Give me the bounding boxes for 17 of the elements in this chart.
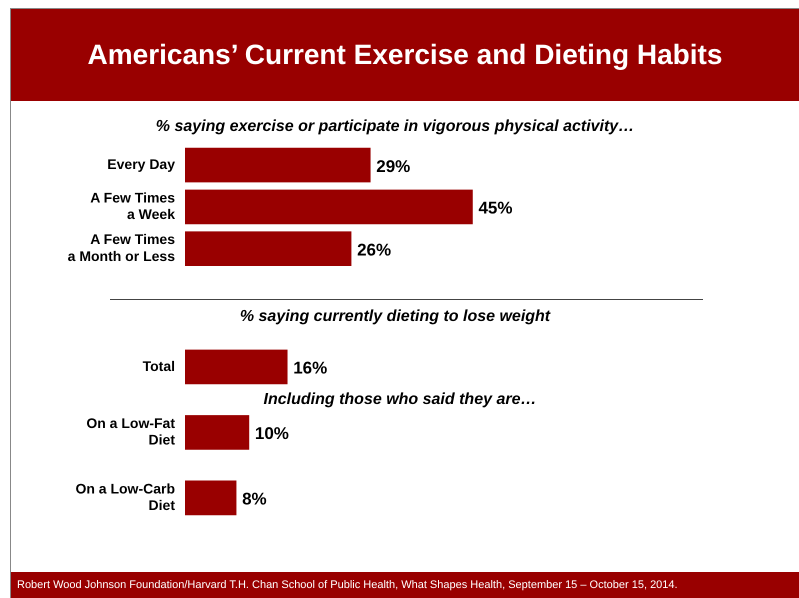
- y-tick-label: Total: [142, 358, 175, 374]
- text: % saying currently dieting to lose weight: [240, 308, 551, 326]
- data-label: 29%: [376, 156, 410, 176]
- annotation: Including those who said they are…: [264, 391, 536, 408]
- y-tick-label: A Few Times a Month or Less: [68, 231, 176, 264]
- data-label: 16%: [293, 358, 328, 378]
- data-label: 26%: [357, 240, 392, 260]
- y-tick-label: Every Day: [107, 156, 176, 172]
- data-label: 8%: [242, 490, 267, 509]
- data-label: 45%: [478, 198, 512, 218]
- data-label: 10%: [254, 424, 289, 444]
- y-tick-label: A Few Times a Week: [90, 189, 176, 222]
- chart-subtitle: % saying exercise or participate in vigorous physical activity…: [156, 118, 634, 136]
- y-tick-label: On a Low-Fat Diet: [86, 414, 176, 448]
- chart-title: Americans’ Current Exercise and Dieting Habits: [11, 9, 799, 101]
- text: Robert Wood Johnson Foundation/Harvard T.H. Chan School of Public Health, What Shapes Health, September 15 – October 15, 2014.: [11, 572, 799, 598]
- y-tick-label: On a Low-Carb Diet: [75, 480, 176, 514]
